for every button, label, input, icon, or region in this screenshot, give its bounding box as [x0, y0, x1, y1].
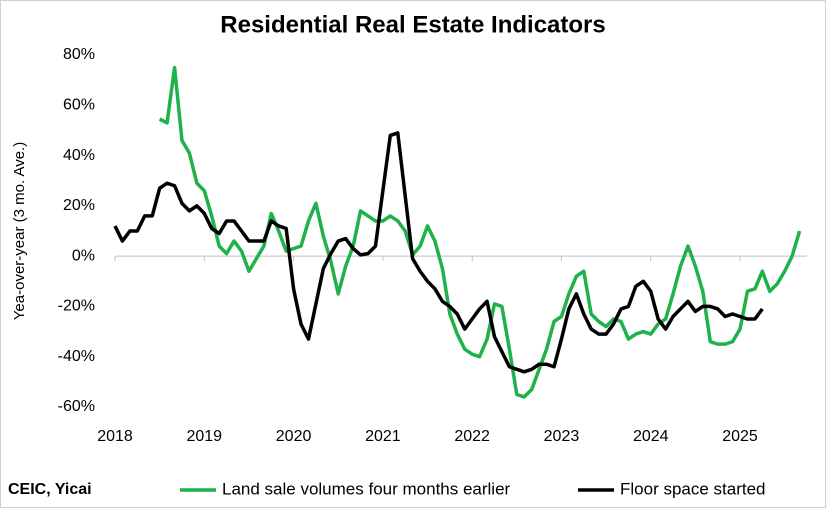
- y-tick-label: 40%: [63, 147, 95, 164]
- y-tick-label: 60%: [63, 97, 95, 114]
- x-tick-label: 2023: [544, 428, 580, 445]
- x-tick-label: 2025: [722, 428, 758, 445]
- x-tick-label: 2019: [186, 428, 222, 445]
- y-axis-label: Yea-over-year (3 mo. Ave.): [11, 142, 28, 320]
- x-tick-label: 2020: [276, 428, 312, 445]
- legend-label: Land sale volumes four months earlier: [222, 479, 511, 498]
- y-tick-label: -40%: [58, 348, 95, 365]
- series-line: [113, 131, 764, 374]
- source: CEIC, Yicai: [8, 481, 92, 498]
- legend-label: Floor space started: [620, 479, 766, 498]
- x-tick-label: 2024: [633, 428, 669, 445]
- chart-title: Residential Real Estate Indicators: [220, 11, 605, 38]
- y-tick-label: 20%: [63, 197, 95, 214]
- y-tick-label: -20%: [58, 298, 95, 315]
- x-tick-label: 2018: [97, 428, 133, 445]
- x-tick-label: 2021: [365, 428, 401, 445]
- y-tick-label: -60%: [58, 398, 95, 415]
- x-tick-label: 2022: [454, 428, 490, 445]
- y-tick-label: 0%: [72, 247, 95, 264]
- y-tick-label: 80%: [63, 46, 95, 63]
